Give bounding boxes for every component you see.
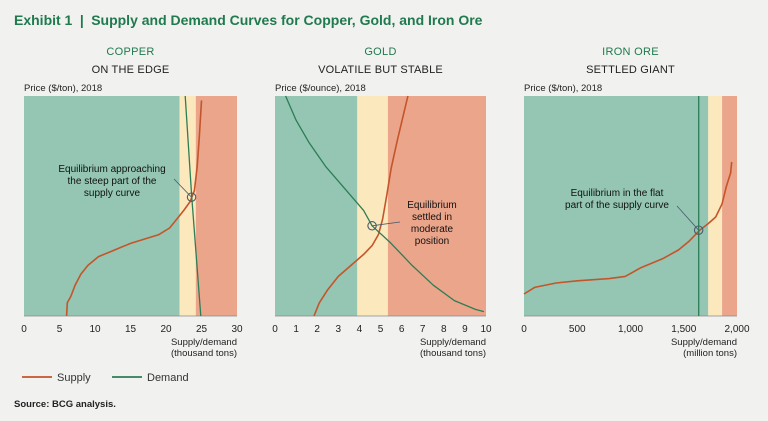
x-tick-label: 1 bbox=[293, 324, 299, 335]
panel-title: COPPER bbox=[106, 46, 154, 58]
x-tick-label: 0 bbox=[21, 324, 27, 335]
panel-subtitle: ON THE EDGE bbox=[92, 64, 170, 76]
source-note: Source: BCG analysis. bbox=[14, 399, 116, 410]
zone-red bbox=[195, 96, 237, 316]
x-tick-label: 5 bbox=[378, 324, 384, 335]
y-axis-label: Price ($/ton), 2018 bbox=[524, 83, 602, 94]
legend-label-demand: Demand bbox=[147, 372, 189, 384]
x-axis-label: Supply/demand bbox=[171, 337, 237, 348]
panel-title: IRON ORE bbox=[602, 46, 659, 58]
x-tick-label: 10 bbox=[89, 324, 101, 335]
zone-red bbox=[722, 96, 737, 316]
y-axis-label: Price ($/ounce), 2018 bbox=[275, 83, 366, 94]
exhibit-label: Exhibit 1 bbox=[14, 12, 73, 28]
x-tick-label: 1,000 bbox=[618, 324, 643, 335]
panel-subtitle: SETTLED GIANT bbox=[586, 64, 675, 76]
equilibrium-marker bbox=[186, 192, 197, 202]
annotation-leader bbox=[676, 205, 699, 231]
panel-title: GOLD bbox=[364, 46, 396, 58]
x-axis-label: (thousand tons) bbox=[171, 348, 237, 359]
panel-subtitle: VOLATILE BUT STABLE bbox=[318, 64, 443, 76]
x-tick-label: 0 bbox=[521, 324, 527, 335]
x-tick-label: 4 bbox=[357, 324, 363, 335]
x-tick-label: 7 bbox=[420, 324, 426, 335]
y-axis-label: Price ($/ton), 2018 bbox=[24, 83, 102, 94]
x-tick-label: 6 bbox=[399, 324, 405, 335]
exhibit-title: Exhibit 1 | Supply and Demand Curves for… bbox=[14, 12, 483, 29]
legend: Supply Demand bbox=[22, 372, 189, 384]
series-supply bbox=[65, 100, 203, 317]
x-tick-label: 20 bbox=[160, 324, 172, 335]
x-tick-label: 1,500 bbox=[671, 324, 696, 335]
x-tick-label: 8 bbox=[441, 324, 447, 335]
zone-yellow bbox=[357, 96, 388, 316]
zone-yellow bbox=[708, 96, 723, 316]
equilibrium-annotation: Equilibrium settled in moderate position bbox=[407, 200, 456, 247]
panel-iron-ore: IRON ORE SETTLED GIANT Price ($/ton), 2018… bbox=[521, 46, 750, 359]
x-tick-label: 2,000 bbox=[724, 324, 749, 335]
legend-label-supply: Supply bbox=[57, 372, 91, 384]
zone-green bbox=[275, 96, 358, 316]
x-axis-label: Supply/demand bbox=[420, 337, 486, 348]
x-axis-label: Supply/demand bbox=[671, 337, 737, 348]
zone-red bbox=[387, 96, 486, 316]
panel-gold: GOLD VOLATILE BUT STABLE Price ($/ounce), … bbox=[272, 46, 492, 359]
series-demand bbox=[184, 95, 202, 317]
x-tick-label: 5 bbox=[57, 324, 63, 335]
x-tick-label: 9 bbox=[462, 324, 468, 335]
equilibrium-annotation: Equilibrium approaching the steep part of… bbox=[58, 164, 165, 199]
x-tick-label: 25 bbox=[196, 324, 208, 335]
panel-copper: COPPER ON THE EDGE Price ($/ton), 2018 0 5 10… bbox=[21, 46, 243, 359]
annotation-leader bbox=[173, 178, 192, 198]
series-supply bbox=[313, 95, 409, 317]
x-tick-label: 15 bbox=[125, 324, 137, 335]
x-tick-label: 0 bbox=[272, 324, 278, 335]
x-tick-label: 500 bbox=[569, 324, 586, 335]
equilibrium-annotation: Equilibrium in the flat part of the suppl… bbox=[565, 188, 669, 211]
x-tick-label: 10 bbox=[480, 324, 492, 335]
annotation-leader bbox=[372, 221, 401, 227]
equilibrium-marker bbox=[367, 221, 377, 231]
x-tick-label: 3 bbox=[336, 324, 342, 335]
zone-green bbox=[24, 96, 180, 316]
x-tick-label: 30 bbox=[231, 324, 243, 335]
x-tick-label: 2 bbox=[314, 324, 320, 335]
x-axis-label: (million tons) bbox=[683, 348, 737, 359]
zone-green bbox=[524, 96, 709, 316]
equilibrium-marker bbox=[693, 225, 704, 235]
x-axis-label: (thousand tons) bbox=[420, 348, 486, 359]
series-supply bbox=[523, 161, 733, 295]
exhibit-divider: | bbox=[80, 12, 84, 28]
chart-title: Supply and Demand Curves for Copper, Gol… bbox=[91, 12, 482, 28]
